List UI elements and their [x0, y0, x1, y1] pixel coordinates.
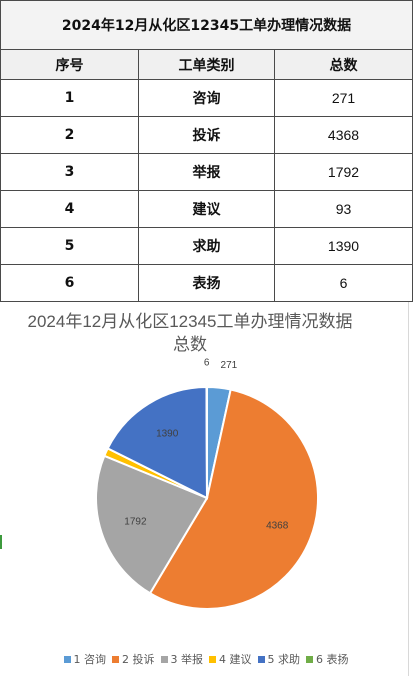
legend-label: 1 咨询: [73, 653, 107, 666]
legend-swatch: [160, 656, 168, 663]
legend-item-complaint: 2 投诉: [112, 651, 155, 667]
row-category: 投诉: [138, 116, 275, 154]
row-index: 5: [0, 227, 139, 265]
table-row: 5 求助 1390: [0, 227, 413, 265]
legend-label: 4 建议: [219, 653, 252, 666]
row-index: 1: [0, 79, 139, 117]
chart-title: 2024年12月从化区12345工单办理情况数据: [27, 312, 353, 331]
pie-slice-help: [106, 385, 209, 500]
row-total: 6: [274, 264, 413, 302]
row-category: 举报: [138, 153, 275, 191]
table-title-row: 2024年12月从化区12345工单办理情况数据: [0, 0, 413, 50]
header-category: 工单类别: [138, 49, 275, 80]
header-index: 序号: [0, 49, 139, 80]
legend-swatch: [306, 656, 313, 663]
legend-swatch: [257, 656, 265, 663]
row-index: 3: [0, 153, 139, 191]
legend-item-consult: 1 咨询: [63, 651, 107, 667]
legend-label: 3 举报: [170, 653, 204, 666]
legend-item-suggestion: 4 建议: [209, 651, 252, 667]
legend-label: 6 表扬: [316, 653, 349, 666]
legend-label: 5 求助: [267, 653, 301, 666]
row-index: 4: [0, 190, 139, 228]
chart-subtitle: 总数: [173, 335, 207, 354]
row-index: 6: [0, 264, 139, 302]
row-category: 建议: [138, 190, 275, 228]
table-row: 4 建议 93: [0, 190, 413, 228]
row-total: 93: [274, 190, 413, 228]
data-label-complaint: 4368: [266, 520, 289, 531]
data-label-consult: 271: [221, 360, 238, 371]
legend-label: 2 投诉: [122, 653, 155, 666]
table-row: 1 咨询 271: [0, 79, 413, 117]
legend-item-praise: 6 表扬: [306, 651, 349, 667]
table-row: 6 表扬 6: [0, 264, 413, 302]
row-category: 咨询: [138, 79, 275, 117]
data-label-help: 1390: [156, 429, 179, 440]
header-total: 总数: [274, 49, 413, 80]
data-label-praise: 6: [204, 358, 210, 369]
table-row: 3 举报 1792: [0, 153, 413, 191]
table-header-row: 序号 工单类别 总数: [0, 49, 413, 80]
chart-title-block: 2024年12月从化区12345工单办理情况数据 总数: [4, 310, 376, 356]
row-total: 4368: [274, 116, 413, 154]
report-table: 2024年12月从化区12345工单办理情况数据 序号 工单类别 总数 1 咨询…: [0, 0, 413, 302]
pie-slice-report: [95, 454, 209, 595]
row-category: 求助: [138, 227, 275, 265]
pie-slice-complaint: [148, 388, 320, 611]
pie-chart: 271436817929313906: [95, 358, 320, 611]
data-table-container: 2024年12月从化区12345工单办理情况数据 序号 工单类别 总数 1 咨询…: [0, 0, 413, 302]
sheet-edge-marker: [0, 535, 2, 549]
pie-slice-praise: [205, 385, 208, 499]
row-index: 2: [0, 116, 139, 154]
data-label-report: 1792: [124, 516, 147, 527]
legend-swatch: [63, 656, 71, 663]
table-title: 2024年12月从化区12345工单办理情况数据: [0, 0, 413, 50]
row-total: 1390: [274, 227, 413, 265]
legend-swatch: [209, 656, 216, 663]
legend-item-report: 3 举报: [160, 651, 204, 667]
chart-legend: 1 咨询 2 投诉 3 举报 4 建议 5 求助 6 表扬: [4, 651, 408, 667]
legend-swatch: [112, 656, 119, 663]
row-total: 271: [274, 79, 413, 117]
pie-chart-area: 2024年12月从化区12345工单办理情况数据 总数 271436817929…: [4, 302, 409, 676]
table-row: 2 投诉 4368: [0, 116, 413, 154]
row-category: 表扬: [138, 264, 275, 302]
legend-item-help: 5 求助: [257, 651, 301, 667]
row-total: 1792: [274, 153, 413, 191]
